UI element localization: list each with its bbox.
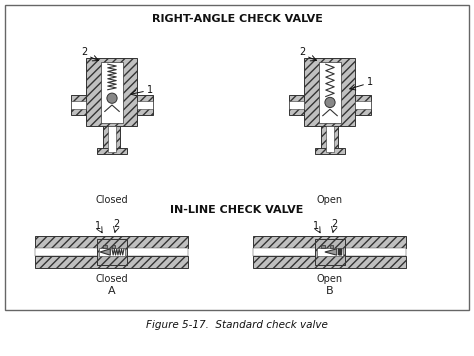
Bar <box>36 256 189 268</box>
Text: 1: 1 <box>367 77 373 87</box>
Bar <box>304 58 356 126</box>
Text: Figure 5-17.  Standard check valve: Figure 5-17. Standard check valve <box>146 320 328 330</box>
Text: 2: 2 <box>299 47 305 57</box>
Bar <box>103 126 120 152</box>
Bar <box>71 101 86 109</box>
Polygon shape <box>325 249 337 255</box>
Text: B: B <box>326 286 334 296</box>
Bar <box>330 245 333 248</box>
Circle shape <box>107 93 117 103</box>
Bar <box>315 147 345 154</box>
Bar <box>321 126 338 152</box>
Text: Closed: Closed <box>96 195 128 205</box>
Text: Open: Open <box>317 274 343 284</box>
Bar <box>108 126 116 152</box>
Text: IN-LINE CHECK VALVE: IN-LINE CHECK VALVE <box>170 205 304 215</box>
Bar <box>356 95 371 115</box>
Bar <box>97 147 128 154</box>
Bar <box>319 62 341 123</box>
Text: Open: Open <box>317 195 343 205</box>
Bar <box>86 58 137 126</box>
Bar <box>99 248 125 256</box>
Bar <box>137 101 153 109</box>
Bar <box>103 245 107 248</box>
Bar <box>137 95 153 115</box>
Bar <box>36 248 189 256</box>
Bar <box>321 245 325 248</box>
Bar <box>326 126 334 152</box>
Bar <box>356 101 371 109</box>
Bar <box>315 239 345 265</box>
Bar <box>5 5 469 310</box>
Text: A: A <box>108 286 116 296</box>
Bar <box>289 95 304 115</box>
Text: 1: 1 <box>147 85 153 95</box>
Text: 1: 1 <box>95 221 101 231</box>
Text: 2: 2 <box>113 219 119 229</box>
Bar <box>317 248 343 256</box>
Text: 1: 1 <box>313 221 319 231</box>
Bar <box>101 62 123 123</box>
Bar <box>254 248 407 256</box>
Bar <box>36 236 189 248</box>
Bar <box>254 256 407 268</box>
Bar <box>289 101 304 109</box>
Circle shape <box>325 97 335 108</box>
Bar <box>254 236 407 248</box>
Bar <box>112 245 115 248</box>
Polygon shape <box>100 249 110 255</box>
Text: RIGHT-ANGLE CHECK VALVE: RIGHT-ANGLE CHECK VALVE <box>152 14 322 24</box>
Text: 2: 2 <box>331 219 337 229</box>
Text: Closed: Closed <box>96 274 128 284</box>
Bar <box>97 239 128 265</box>
Text: 2: 2 <box>81 47 87 57</box>
Bar <box>71 95 86 115</box>
